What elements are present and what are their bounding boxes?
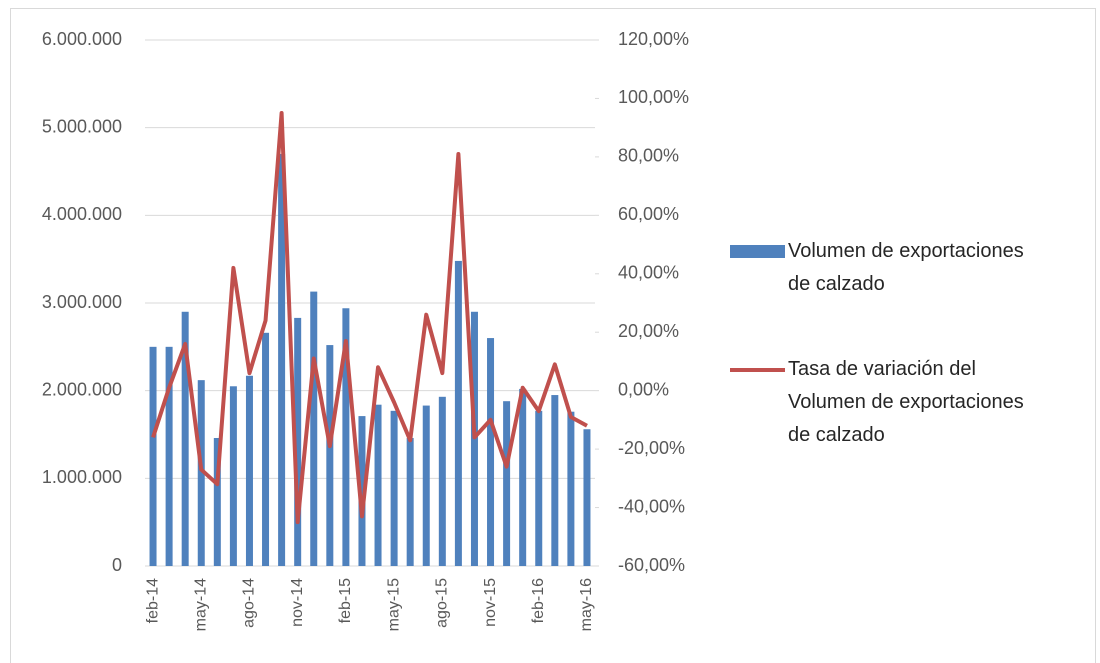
bar bbox=[278, 153, 286, 566]
x-tick-label: nov-15 bbox=[482, 578, 499, 627]
legend-label: Tasa de variación del Volumen de exporta… bbox=[788, 358, 1024, 446]
y2-tick-label: 60,00% bbox=[618, 204, 679, 224]
bar bbox=[342, 308, 350, 566]
y2-tick-label: -60,00% bbox=[618, 555, 685, 575]
bar bbox=[487, 338, 495, 566]
y2-tick-label: 80,00% bbox=[618, 146, 679, 166]
bar bbox=[358, 416, 366, 566]
x-tick-label: may-15 bbox=[385, 578, 402, 631]
line-series bbox=[151, 111, 588, 525]
x-tick-label: ago-15 bbox=[434, 578, 451, 628]
bar bbox=[567, 411, 575, 566]
y-tick-label: 6.000.000 bbox=[42, 29, 122, 49]
y2-tick-label: 100,00% bbox=[618, 87, 689, 107]
x-tick-label: may-14 bbox=[192, 578, 209, 631]
y2-tick-label: 120,00% bbox=[618, 29, 689, 49]
y-tick-label: 3.000.000 bbox=[42, 292, 122, 312]
y2-tick-label: -20,00% bbox=[618, 438, 685, 458]
y2-tick-label: -40,00% bbox=[618, 496, 685, 516]
bar bbox=[583, 429, 591, 566]
x-tick-label: nov-14 bbox=[289, 578, 306, 627]
y2-tick-label: 20,00% bbox=[618, 321, 679, 341]
chart-border bbox=[10, 8, 1096, 663]
bar bbox=[535, 410, 543, 566]
bar bbox=[262, 332, 270, 566]
y2-tick-label: 0,00% bbox=[618, 379, 669, 399]
bar bbox=[551, 395, 559, 566]
bar bbox=[149, 346, 157, 566]
y-tick-label: 1.000.000 bbox=[42, 467, 122, 487]
y-tick-label: 4.000.000 bbox=[42, 204, 122, 224]
bar bbox=[454, 260, 462, 566]
y-tick-label: 0 bbox=[112, 555, 122, 575]
y-tick-label: 2.000.000 bbox=[42, 379, 122, 399]
bar bbox=[294, 317, 302, 566]
bar bbox=[422, 405, 430, 566]
bar bbox=[310, 291, 318, 566]
bar bbox=[374, 404, 382, 566]
bar bbox=[503, 401, 511, 566]
bar bbox=[519, 388, 527, 566]
bar bbox=[245, 375, 253, 566]
bar bbox=[229, 386, 237, 566]
bar bbox=[165, 346, 173, 566]
bar bbox=[197, 380, 205, 566]
x-tick-label: feb-15 bbox=[337, 578, 354, 623]
bar bbox=[326, 345, 334, 566]
x-tick-label: feb-16 bbox=[530, 578, 547, 623]
y2-tick-label: 40,00% bbox=[618, 263, 679, 283]
x-tick-label: may-16 bbox=[578, 578, 595, 631]
bar bbox=[390, 410, 398, 566]
legend-label: Volumen de exportaciones de calzado bbox=[788, 240, 1024, 295]
y-tick-label: 5.000.000 bbox=[42, 116, 122, 136]
legend-marker bbox=[730, 245, 785, 258]
bar bbox=[406, 438, 414, 566]
bar bbox=[213, 438, 221, 566]
x-tick-label: ago-14 bbox=[241, 578, 258, 628]
x-tick-label: feb-14 bbox=[144, 578, 161, 623]
bar bbox=[181, 311, 189, 566]
bar bbox=[438, 396, 446, 566]
